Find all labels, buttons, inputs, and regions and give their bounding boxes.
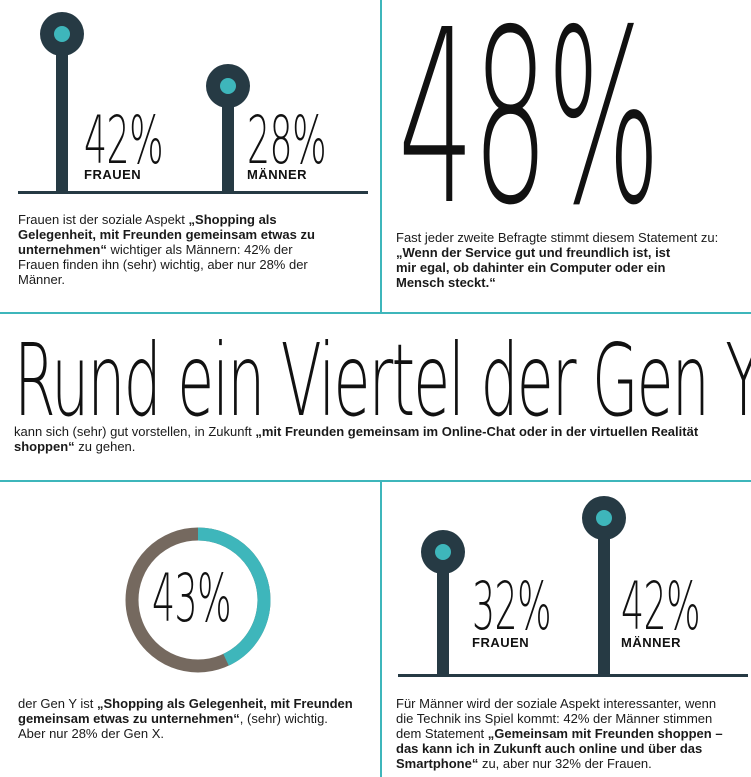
women-label-2: FRAUEN: [472, 635, 530, 650]
service-intro: Fast jeder zweite Befragte stimmt diesem…: [396, 230, 719, 245]
women-percent: 42%: [84, 102, 164, 179]
headline: Rund ein Viertel der Gen Y: [14, 322, 751, 439]
pin-baseline: [18, 191, 368, 194]
pin-stem-men: [222, 90, 234, 192]
ring-percent: 43%: [152, 560, 232, 637]
pin-dot-women: [54, 26, 70, 42]
pin-dot-men: [220, 78, 236, 94]
divider-horizontal-top: [0, 312, 751, 314]
divider-horizontal-bottom: [0, 480, 751, 482]
ring-description: der Gen Y ist „Shopping als Gelegenheit,…: [18, 696, 353, 741]
ring-chart: [125, 527, 271, 673]
men-label: MÄNNER: [247, 167, 308, 182]
divider-vertical-top: [380, 0, 382, 312]
pin-dot-men-2: [596, 510, 612, 526]
pin-stem-men-2: [598, 520, 610, 675]
women-percent-2: 32%: [472, 568, 552, 645]
service-quote: „Wenn der Service gut und freundlich ist…: [396, 245, 671, 290]
women-men-description: Frauen ist der soziale Aspekt „Shopping …: [18, 212, 315, 287]
women-label: FRAUEN: [84, 167, 142, 182]
pin-baseline-2: [398, 674, 748, 677]
pin-dot-women-2: [435, 544, 451, 560]
pin-stem-women: [56, 40, 68, 192]
divider-vertical-bottom: [380, 480, 382, 777]
headline-description: kann sich (sehr) gut vorstellen, in Zuku…: [14, 424, 699, 454]
big-percent: 48%: [398, 0, 661, 258]
pin-stem-women-2: [437, 555, 449, 675]
ring-filled: [125, 527, 271, 673]
men-percent: 28%: [247, 102, 327, 179]
men-label-2: MÄNNER: [621, 635, 682, 650]
men-percent-2: 42%: [621, 568, 701, 645]
men-online-description: Für Männer wird der soziale Aspekt inter…: [396, 696, 723, 771]
